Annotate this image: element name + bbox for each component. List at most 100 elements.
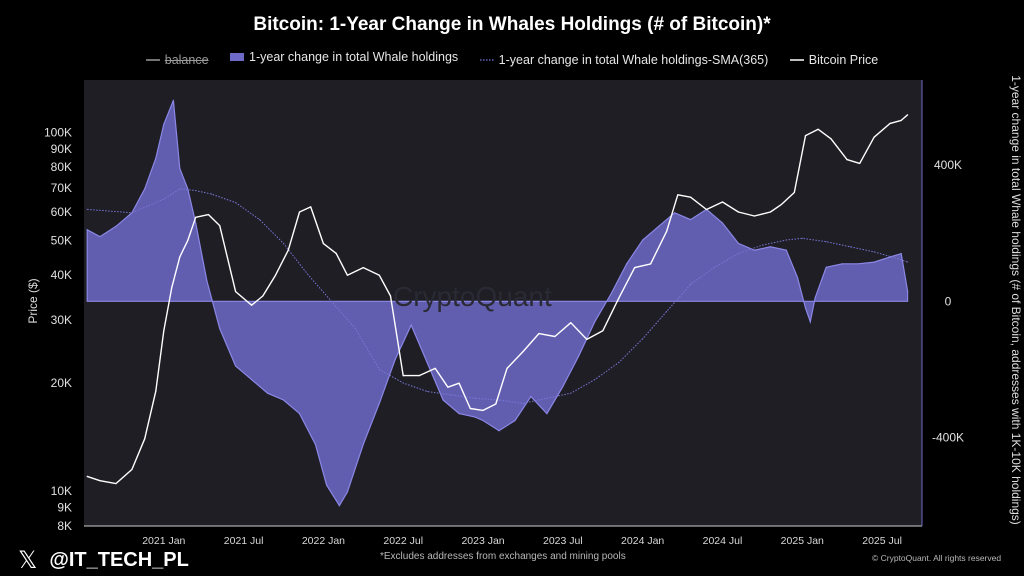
right-axis: 400K 0 -400K [932, 158, 964, 444]
social-handle[interactable]: 𝕏 @IT_TECH_PL [18, 546, 189, 575]
price-point [434, 367, 436, 369]
whale-change-point [346, 491, 348, 493]
price-point [506, 367, 508, 369]
price-point [469, 407, 471, 410]
watermark: CryptoQuant [393, 281, 552, 312]
whale-change-point [857, 263, 859, 265]
price-point [179, 256, 181, 258]
legend: balance 1-year change in total Whale hol… [0, 50, 1024, 67]
y-left-tick-label: 60K [51, 205, 72, 219]
whale-change-point [530, 396, 532, 398]
whale-change-point [172, 99, 174, 101]
price-point [817, 128, 819, 130]
sma-point [690, 283, 692, 285]
whale-change-point [362, 443, 364, 445]
sma-point [570, 392, 572, 394]
price-point [187, 239, 189, 241]
whale-change-sma-line [87, 188, 908, 404]
x-tick-label: 2021 Jan [142, 535, 185, 547]
price-point [362, 267, 364, 269]
price-point [378, 274, 380, 276]
legend-item-price[interactable]: Bitcoin Price [789, 53, 878, 67]
price-point [873, 136, 875, 138]
price-point [859, 162, 861, 164]
y-right-tick-label: -400K [932, 430, 964, 444]
y-right-tick-label: 400K [934, 158, 962, 172]
whale-change-point [474, 416, 476, 418]
price-point [900, 119, 902, 121]
whale-change-point [206, 280, 208, 282]
legend-sma-swatch [479, 59, 494, 61]
price-point [705, 208, 708, 211]
y-left-tick-label: 9K [57, 501, 72, 515]
price-point [554, 335, 556, 338]
whale-change-point [219, 327, 221, 330]
price-point [155, 390, 157, 392]
sma-point [211, 193, 213, 195]
price-point [298, 211, 301, 213]
handle-text: @IT_TECH_PL [49, 549, 189, 571]
price-point [335, 252, 337, 254]
whale-change-point [187, 188, 189, 190]
sma-point [450, 394, 452, 396]
price-point [634, 267, 636, 269]
price-point [495, 403, 497, 405]
legend-item-balance[interactable]: balance [145, 53, 209, 67]
whale-change-point [814, 297, 816, 299]
y-axis-left-label-text: Price ($) [26, 278, 40, 324]
sma-point [283, 242, 284, 244]
whale-change-point [900, 253, 902, 255]
sma-point [849, 246, 851, 248]
sma-point [195, 190, 197, 192]
price-point [830, 138, 832, 140]
sma-point [474, 397, 476, 399]
price-point [666, 230, 668, 232]
whale-change-point [163, 123, 165, 125]
sma-point [354, 328, 356, 329]
chart-title: Bitcoin: 1-Year Change in Whales Holding… [253, 14, 771, 35]
legend-label-whale-change: 1-year change in total Whale holdings [249, 50, 459, 64]
sma-point [86, 208, 88, 210]
price-point [163, 330, 165, 332]
whale-change-point [642, 239, 644, 241]
price-point [753, 215, 756, 217]
sma-point [714, 266, 715, 268]
legend-item-whale-change[interactable]: 1-year change in total Whale holdings [230, 50, 458, 64]
price-point [602, 330, 604, 332]
sma-point [163, 198, 165, 200]
sma-point [785, 239, 787, 241]
price-point [538, 333, 540, 335]
whale-change-point [825, 266, 827, 268]
price-point [780, 203, 783, 205]
sma-point [546, 397, 548, 399]
whale-change-point [873, 261, 875, 263]
sma-point [642, 338, 644, 340]
x-tick-label: 2023 Jul [543, 535, 583, 547]
x-tick-label: 2022 Jan [302, 535, 345, 547]
x-tick-label: 2024 Jan [621, 535, 664, 547]
price-point [447, 386, 449, 388]
sma-point [307, 273, 308, 275]
price-point [677, 194, 679, 196]
whale-change-point [442, 399, 444, 401]
legend-item-sma[interactable]: 1-year change in total Whale holdings-SM… [479, 53, 768, 67]
legend-area-swatch [230, 53, 245, 61]
y-left-tick-label: 30K [51, 313, 72, 327]
whale-change-point [86, 229, 88, 231]
x-tick-label: 2022 Jul [383, 535, 423, 547]
price-point [287, 249, 289, 251]
whale-change-point [326, 484, 328, 486]
whale-change-point [785, 249, 787, 251]
whale-change-point [690, 219, 692, 221]
x-logo-icon: 𝕏 [18, 547, 38, 574]
whale-change-point [626, 263, 628, 265]
y-left-tick-label: 50K [51, 233, 72, 247]
sma-point [259, 219, 261, 221]
whale-change-point [410, 324, 412, 326]
price-point [346, 274, 348, 276]
sma-point [402, 382, 404, 384]
whale-change-point [841, 263, 843, 265]
price-point [889, 122, 891, 124]
price-point [235, 291, 237, 293]
